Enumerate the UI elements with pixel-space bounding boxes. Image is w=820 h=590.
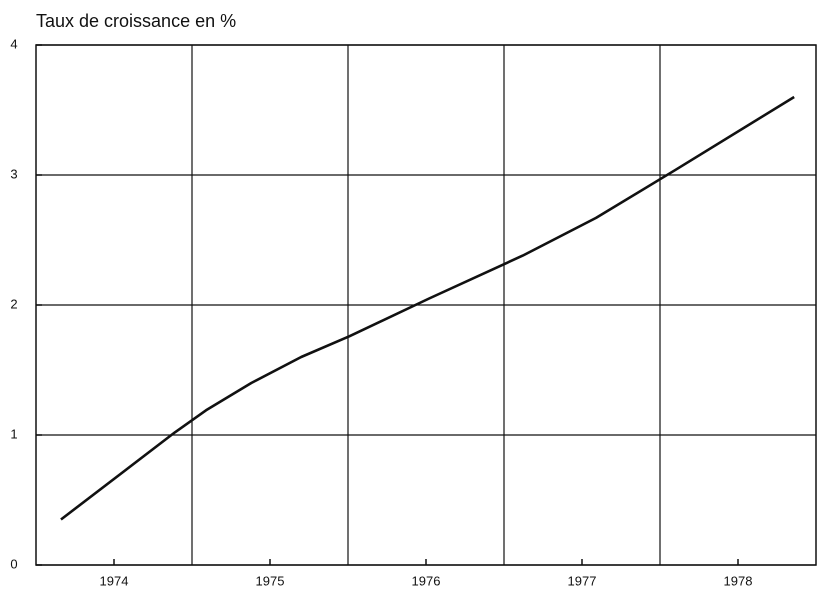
- data-line: [60, 95, 795, 521]
- x-tick-label: 1978: [724, 573, 753, 588]
- x-tick-label: 1976: [412, 573, 441, 588]
- y-tick-label: 1: [10, 426, 17, 441]
- x-tick-label: 1975: [256, 573, 285, 588]
- y-tick-label: 4: [10, 36, 17, 51]
- y-tick-label: 2: [10, 296, 17, 311]
- x-tick-label: 1974: [100, 573, 129, 588]
- y-tick-label: 3: [10, 166, 17, 181]
- chart-title: Taux de croissance en %: [36, 11, 236, 31]
- x-tick-label: 1977: [568, 573, 597, 588]
- y-tick-label: 0: [10, 556, 17, 571]
